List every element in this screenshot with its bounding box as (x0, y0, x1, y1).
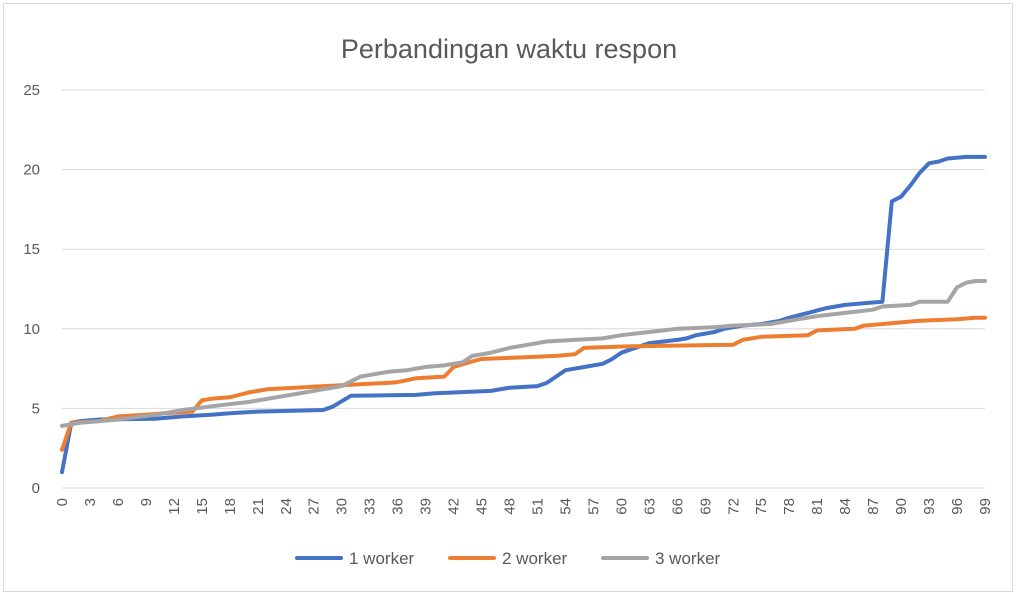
x-tick-label: 42 (446, 498, 463, 515)
x-tick-label: 0 (54, 498, 71, 506)
legend-label-1: 1 worker (349, 549, 415, 568)
x-tick-label: 30 (334, 498, 351, 515)
x-tick-label: 3 (82, 498, 99, 506)
y-tick-label: 25 (23, 82, 40, 99)
x-tick-label: 9 (138, 498, 155, 506)
x-tick-label: 78 (781, 498, 798, 515)
y-tick-label: 15 (23, 241, 40, 258)
x-tick-label: 12 (166, 498, 183, 515)
legend-label-2: 2 worker (502, 549, 568, 568)
x-tick-label: 84 (837, 498, 854, 515)
legend-label-3: 3 worker (655, 549, 721, 568)
x-tick-label: 45 (474, 498, 491, 515)
x-tick-label: 57 (585, 498, 602, 515)
x-tick-label: 66 (669, 498, 686, 515)
y-tick-label: 10 (23, 321, 40, 338)
y-tick-label: 20 (23, 162, 40, 179)
x-tick-label: 27 (306, 498, 323, 515)
x-tick-label: 99 (977, 498, 994, 515)
x-tick-label: 18 (222, 498, 239, 515)
x-tick-label: 33 (362, 498, 379, 515)
x-tick-label: 69 (697, 498, 714, 515)
x-tick-label: 51 (529, 498, 546, 515)
x-tick-label: 81 (809, 498, 826, 515)
x-tick-label: 15 (194, 498, 211, 515)
x-tick-label: 21 (250, 498, 267, 515)
x-tick-label: 6 (110, 498, 127, 506)
x-tick-label: 39 (418, 498, 435, 515)
y-tick-label: 5 (32, 400, 40, 417)
series-lines (60, 154, 987, 475)
legend: 1 worker 2 worker 3 worker (295, 549, 721, 568)
x-tick-label: 36 (390, 498, 407, 515)
x-tick-label: 72 (725, 498, 742, 515)
x-tick-label: 90 (893, 498, 910, 515)
x-tick-label: 87 (865, 498, 882, 515)
y-axis-ticks: 0 5 10 15 20 25 (23, 82, 40, 497)
x-tick-label: 60 (613, 498, 630, 515)
series-line-3 (60, 279, 987, 428)
x-axis-ticks: 0 3 6 9 12 15 18 21 24 27 30 33 36 39 42 45 48 51 54 57 60 63… (54, 498, 994, 515)
x-tick-label: 75 (753, 498, 770, 515)
series-line-2 (60, 315, 987, 452)
x-tick-label: 48 (502, 498, 519, 515)
chart-title: Perbandingan waktu respon (341, 34, 677, 64)
x-tick-label: 63 (641, 498, 658, 515)
x-tick-label: 93 (921, 498, 938, 515)
x-tick-label: 54 (557, 498, 574, 515)
x-tick-label: 96 (949, 498, 966, 515)
x-tick-label: 24 (278, 498, 295, 515)
gridlines (62, 89, 985, 489)
y-tick-label: 0 (32, 480, 40, 497)
